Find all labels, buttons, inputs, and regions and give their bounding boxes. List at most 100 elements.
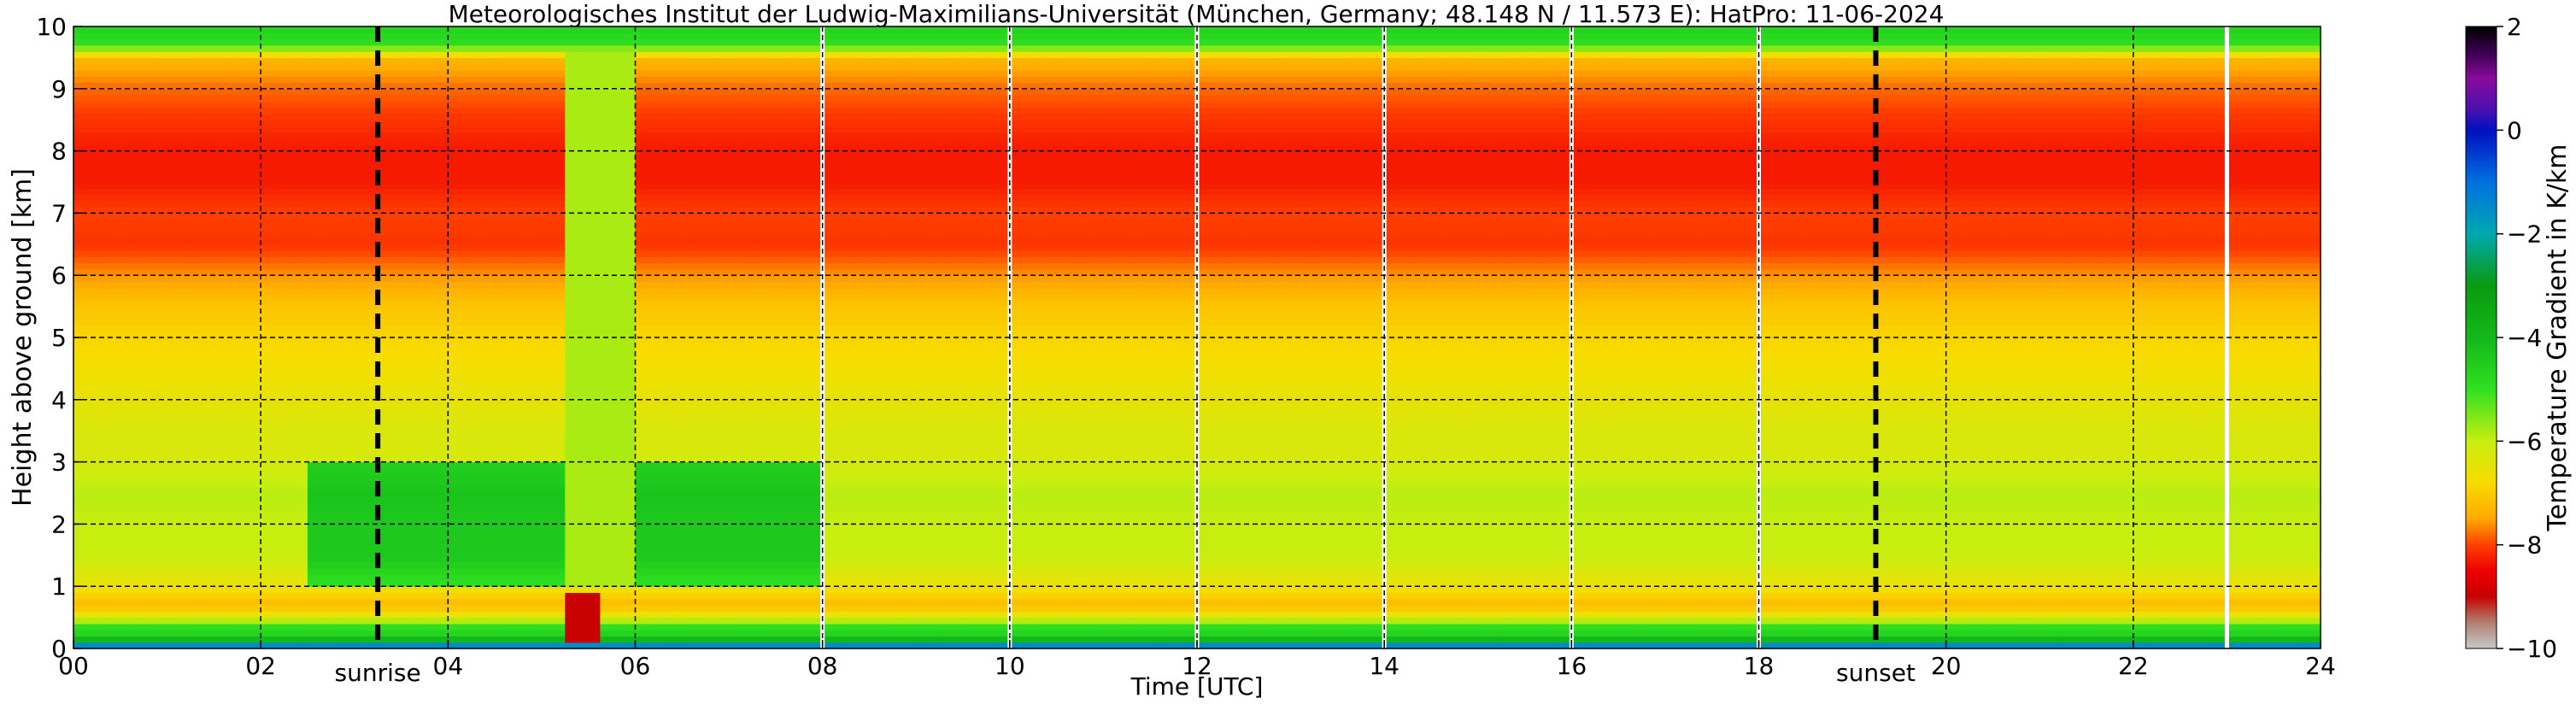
heatmap-cell <box>612 213 625 220</box>
heatmap-cell <box>343 524 355 531</box>
heatmap-cell <box>190 312 203 320</box>
heatmap-cell <box>144 262 156 270</box>
heatmap-cell <box>483 642 496 649</box>
heatmap-cell <box>471 144 484 152</box>
heatmap-cell <box>518 138 531 145</box>
heatmap-cell <box>541 623 555 631</box>
heatmap-cell <box>565 617 578 625</box>
heatmap-cell <box>577 182 590 189</box>
heatmap-cell <box>600 474 613 482</box>
heatmap-cell <box>120 567 133 575</box>
heatmap-cell <box>565 38 578 46</box>
heatmap-cell <box>389 374 402 382</box>
heatmap-cell <box>167 306 179 314</box>
heatmap-cell <box>600 113 613 120</box>
heatmap-cell <box>155 113 168 120</box>
heatmap-cell <box>85 262 97 270</box>
heatmap-cell <box>541 63 555 71</box>
heatmap-cell <box>167 144 179 152</box>
heatmap-cell <box>144 232 156 239</box>
heatmap-cell <box>541 486 555 494</box>
heatmap-cell <box>553 132 566 139</box>
heatmap-cell <box>237 200 250 208</box>
heatmap-cell <box>588 207 601 214</box>
heatmap-cell <box>167 623 179 631</box>
heatmap-cell <box>495 480 508 488</box>
heatmap-cell <box>448 163 461 171</box>
heatmap-cell <box>436 343 449 351</box>
heatmap-cell <box>424 511 437 519</box>
heatmap-cell <box>553 88 566 96</box>
heatmap-cell <box>460 95 472 102</box>
heatmap-cell <box>471 443 484 450</box>
heatmap-cell <box>167 617 179 625</box>
heatmap-cell <box>319 368 332 376</box>
heatmap-cell <box>144 163 156 171</box>
heatmap-cell <box>144 225 156 232</box>
heatmap-cell <box>132 530 144 537</box>
heatmap-cell <box>190 207 203 214</box>
heatmap-cell <box>413 256 425 264</box>
heatmap-cell <box>85 225 97 232</box>
heatmap-cell <box>155 312 168 320</box>
heatmap-cell <box>366 474 378 482</box>
heatmap-cell <box>190 499 203 507</box>
heatmap-cell <box>237 467 250 475</box>
heatmap-cell <box>319 312 332 320</box>
heatmap-cell <box>319 169 332 177</box>
heatmap-cell <box>237 611 250 619</box>
heatmap-cell <box>132 623 144 631</box>
heatmap-cell <box>190 175 203 183</box>
heatmap-cell <box>226 57 238 65</box>
heatmap-cell <box>144 256 156 264</box>
heatmap-cell <box>413 511 425 519</box>
heatmap-cell <box>155 480 168 488</box>
heatmap-cell <box>319 499 332 507</box>
heatmap-cell <box>296 387 308 395</box>
heatmap-cell <box>120 605 133 612</box>
heatmap-cell <box>226 443 238 450</box>
heatmap-cell <box>518 355 531 363</box>
heatmap-cell <box>460 57 472 65</box>
heatmap-cell <box>202 182 214 189</box>
heatmap-cell <box>577 636 590 643</box>
heatmap-cell <box>73 611 86 619</box>
heatmap-cell <box>495 169 508 177</box>
heatmap-cell <box>331 393 343 401</box>
heatmap-cell <box>97 95 109 102</box>
heatmap-cell <box>530 592 543 600</box>
heatmap-cell <box>296 243 308 251</box>
heatmap-cell <box>506 605 519 612</box>
heatmap-cell <box>541 443 555 450</box>
heatmap-cell <box>623 380 637 388</box>
heatmap-cell <box>448 561 461 568</box>
heatmap-cell <box>506 480 519 488</box>
heatmap-cell <box>319 474 332 482</box>
heatmap-cell <box>600 51 613 58</box>
heatmap-cell <box>553 207 566 214</box>
heatmap-cell <box>565 213 578 220</box>
heatmap-cell <box>506 579 519 587</box>
heatmap-cell <box>179 82 191 90</box>
heatmap-cell <box>319 573 332 581</box>
heatmap-cell <box>471 605 484 612</box>
heatmap-cell <box>530 275 543 283</box>
heatmap-cell <box>167 312 179 320</box>
heatmap-cell <box>120 642 133 649</box>
heatmap-cell <box>319 188 332 196</box>
heatmap-cell <box>553 312 566 320</box>
heatmap-cell <box>144 38 156 46</box>
heatmap-cell <box>249 418 261 425</box>
heatmap-cell <box>190 573 203 581</box>
heatmap-cell <box>483 331 496 338</box>
heatmap-cell <box>109 113 121 120</box>
heatmap-cell <box>588 474 601 482</box>
heatmap-cell <box>109 138 121 145</box>
heatmap-cell <box>413 617 425 625</box>
heatmap-cell <box>179 355 191 363</box>
heatmap-cell <box>483 250 496 257</box>
heatmap-cell <box>214 200 226 208</box>
heatmap-cell <box>331 175 343 183</box>
heatmap-cell <box>623 611 637 619</box>
heatmap-cell <box>495 182 508 189</box>
